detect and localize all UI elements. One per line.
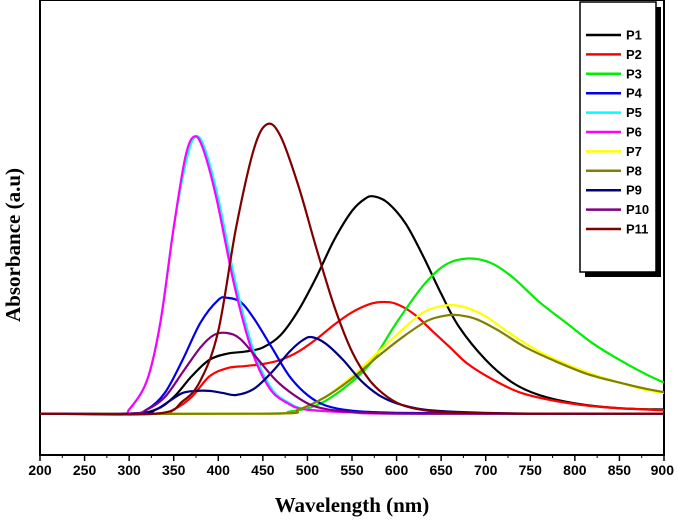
x-axis-ticks: 200 250 300 350 400 450 500 550 600 650 700 750 800 8… [28,455,674,478]
x-tick-label: 450 [251,462,275,478]
legend-items: P1 P2 P3 P4 P5 P6 P7 P8 P9 P10 P11 [586,28,649,237]
series-line-p8 [39,313,665,416]
series-line-p1 [39,195,665,416]
x-tick-label: 300 [117,462,141,478]
x-tick-label: 900 [651,462,675,478]
legend-label-p5: P5 [626,105,642,120]
series-layer [39,122,665,416]
x-tick-label: 250 [73,462,97,478]
x-tick-label: 600 [385,462,409,478]
x-tick-label: 350 [162,462,186,478]
legend-label-p1: P1 [626,28,642,43]
plot-area: 200 250 300 350 400 450 500 550 600 650 700 750 800 8… [28,0,674,478]
series-line-p10 [39,331,665,416]
x-tick-label: 500 [296,462,320,478]
x-tick-label: 800 [563,462,587,478]
x-tick-label: 850 [608,462,632,478]
x-axis-title: Wavelength (nm) [275,493,430,517]
legend-label-p2: P2 [626,47,642,62]
legend-label-p9: P9 [626,183,642,198]
legend: P1 P2 P3 P4 P5 P6 P7 P8 P9 P10 P11 [579,1,661,277]
legend-label-p11: P11 [626,222,648,237]
x-tick-label: 750 [519,462,543,478]
legend-label-p3: P3 [626,66,642,81]
x-tick-label: 650 [429,462,453,478]
legend-label-p8: P8 [626,163,642,178]
plot-frame [39,0,665,456]
x-tick-label: 400 [207,462,231,478]
legend-label-p7: P7 [626,144,642,159]
series-line-p3 [39,257,665,415]
x-tick-label: 200 [28,462,52,478]
y-axis-title: Absorbance (a.u) [1,168,25,322]
series-line-p11 [39,122,665,416]
legend-label-p10: P10 [626,202,649,217]
x-tick-label: 550 [340,462,364,478]
legend-box [579,1,657,273]
legend-label-p6: P6 [626,125,642,140]
legend-label-p4: P4 [626,86,643,101]
x-tick-label: 700 [474,462,498,478]
series-line-p2 [39,300,665,416]
